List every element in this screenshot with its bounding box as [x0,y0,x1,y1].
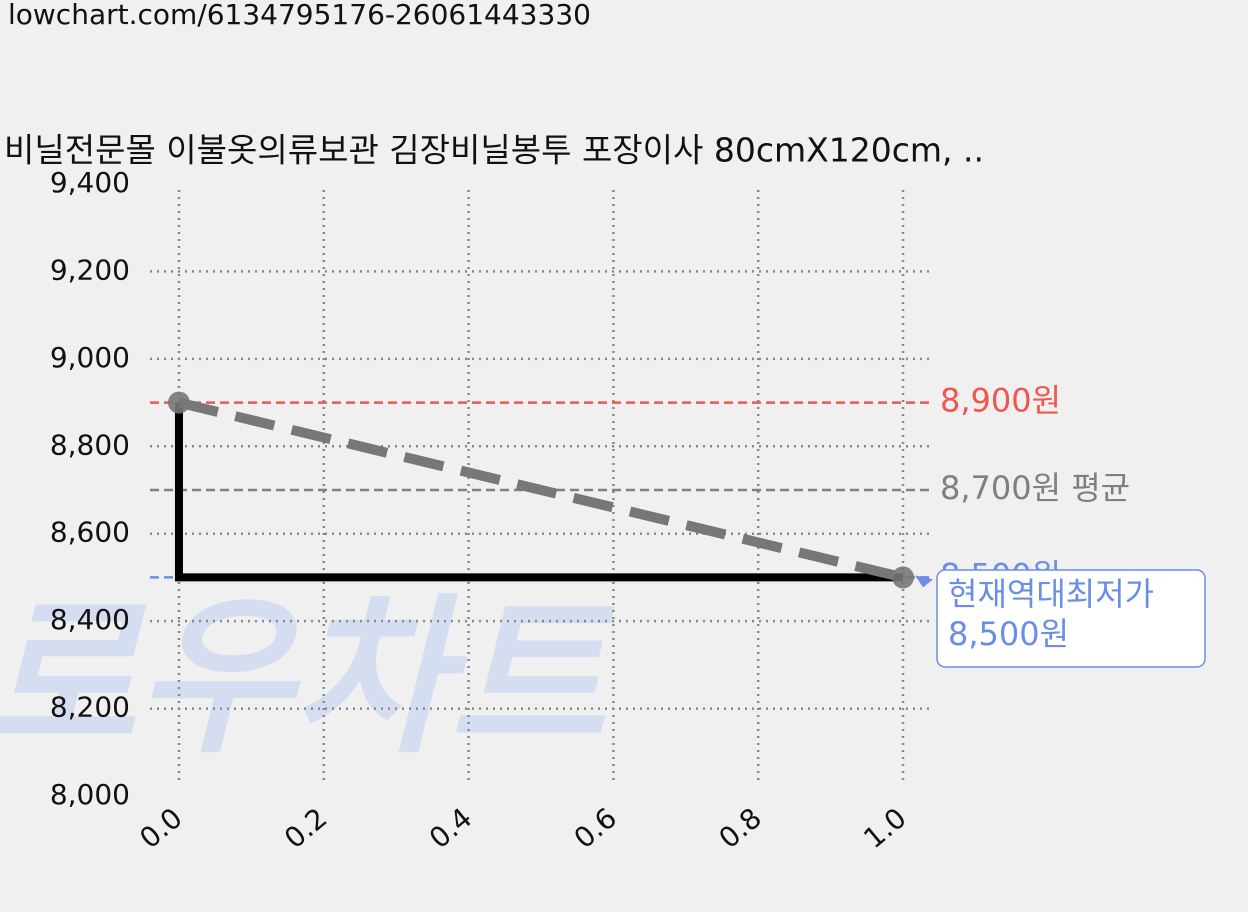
y-tick-label: 8,400 [50,603,130,636]
url: lowchart.com/6134795176-26061443330 [8,0,591,31]
reference-label: 8,700원 평균 [940,469,1130,507]
x-tick-label: 0.0 [133,801,188,855]
y-tick-label: 9,200 [50,253,130,286]
price-line [177,397,905,583]
x-tick-label: 0.4 [423,801,478,855]
y-tick-label: 8,600 [50,516,130,549]
annotation-text: 8,500원 [948,615,1069,653]
price-line [174,402,904,582]
x-tick-label: 0.6 [568,801,623,855]
x-tick-label: 0.8 [713,801,768,855]
annotation-text: 현재역대최저가 [948,575,1154,613]
reference-label: 8,900원 [940,382,1061,420]
y-tick-label: 9,000 [50,341,130,374]
point-marker [167,391,190,414]
annotation-box [936,569,1206,668]
point-marker [892,566,915,589]
y-tick-label: 9,400 [50,166,130,199]
y-tick-label: 8,200 [50,691,130,724]
x-tick-label: 1.0 [857,801,912,855]
y-tick-label: 8,800 [50,428,130,461]
y-tick-label: 8,000 [50,778,130,811]
x-tick-label: 0.2 [278,801,333,855]
watermark: 로우차트 [0,579,615,777]
annotation-arrow [915,575,934,588]
chart-title: 비닐전문몰 이불옷의류보관 김장비닐봉투 포장이사 80cmX120cm, .. [4,131,984,170]
